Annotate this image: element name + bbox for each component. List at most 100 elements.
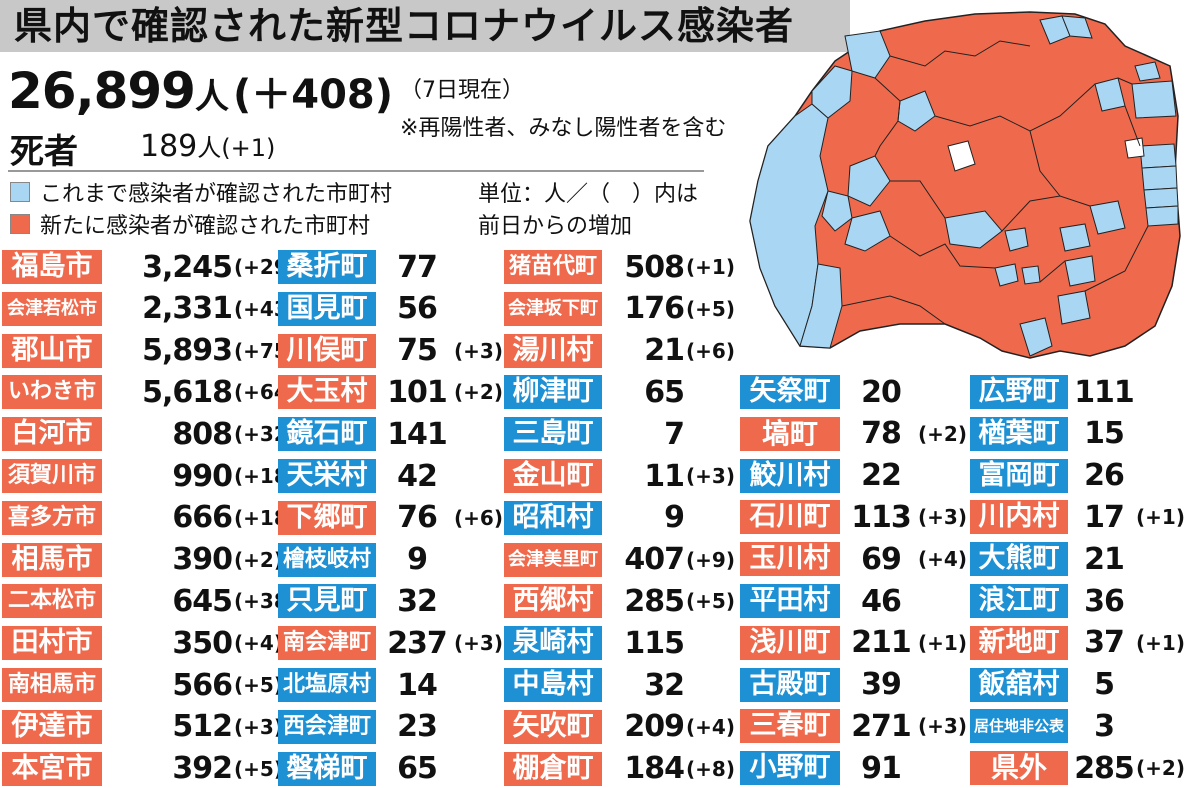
municipality-name: 本宮市 [2, 751, 102, 786]
case-diff: (+3) [454, 338, 503, 363]
case-count: 65 [644, 374, 685, 410]
case-diff: (+3) [918, 505, 967, 530]
municipality-row: 古殿町 39 [740, 666, 916, 704]
municipality-row: 相馬市 390 (+2) [2, 541, 283, 579]
map-region-namie [1131, 80, 1177, 119]
municipality-name: 古殿町 [740, 667, 840, 702]
case-count: 26 [1084, 458, 1125, 494]
unit-note-continued: 前日からの増加 [478, 214, 633, 239]
legend-divider [8, 170, 704, 172]
case-count: 508 [624, 249, 685, 285]
municipality-row: 富岡町 26 [970, 457, 1134, 495]
municipality-name: 須賀川市 [2, 459, 102, 493]
municipality-name: 三春町 [740, 709, 840, 744]
municipality-name: 田村市 [2, 626, 102, 661]
case-count: 46 [861, 583, 902, 619]
total-cases: 26,899人 (＋408) [8, 62, 393, 120]
municipality-name: 国見町 [278, 291, 376, 326]
municipality-name: 浪江町 [970, 584, 1068, 618]
municipality-name: 桑折町 [278, 250, 376, 284]
municipality-row: 国見町 56 [278, 290, 452, 328]
municipality-row: 中島村 32 [504, 666, 685, 704]
deaths-value: 189人(+1) [140, 128, 275, 164]
case-count: 32 [644, 667, 685, 703]
municipality-row: 石川町 113 (+3) [740, 498, 967, 536]
case-count: 113 [851, 499, 912, 535]
case-count: 512 [172, 709, 233, 745]
case-count: 285 [624, 583, 685, 619]
municipality-row: 桑折町 77 [278, 248, 452, 286]
municipality-row: 棚倉町 184 (+8) [504, 750, 735, 788]
municipality-row: 鏡石町 141 [278, 415, 452, 453]
map-region-samegawa [1057, 290, 1091, 325]
legend-label-blue: これまで感染者が確認された市町村 [40, 182, 393, 207]
case-diff: (+4) [686, 714, 735, 739]
municipality-name: 昭和村 [504, 500, 602, 535]
case-diff: (+8) [686, 756, 735, 781]
municipality-name: 檜枝岐村 [278, 542, 376, 577]
case-count: 69 [861, 541, 902, 577]
municipality-row: 二本松市 645 (+38) [2, 582, 297, 620]
map-region-naraha [1143, 187, 1179, 209]
legend-swatch-orange [10, 214, 30, 234]
legend-swatch-blue [10, 182, 30, 202]
municipality-row: 湯川村 21 (+6) [504, 332, 735, 370]
municipality-row: 浅川町 211 (+1) [740, 624, 967, 662]
municipality-row: いわき市 5,618 (+64) [2, 373, 297, 411]
municipality-row: 柳津町 65 [504, 373, 685, 411]
municipality-row: 平田村 46 [740, 582, 916, 620]
fukushima-map [749, 11, 1181, 359]
case-count: 666 [172, 500, 233, 536]
municipality-row: 居住地非公表 3 [970, 707, 1134, 745]
municipality-row: 泉崎村 115 [504, 624, 685, 662]
municipality-row: 金山町 11 (+3) [504, 457, 735, 495]
municipality-name: 富岡町 [970, 458, 1068, 493]
municipality-name: 大熊町 [970, 542, 1068, 577]
municipality-name: 会津若松市 [2, 291, 102, 326]
map-region-yamatsuri [1019, 317, 1053, 357]
municipality-name: 川俣町 [278, 333, 376, 368]
municipality-name: 西郷村 [504, 584, 602, 619]
municipality-row: 白河市 808 (+32) [2, 415, 297, 453]
municipality-name: 川内村 [970, 500, 1068, 535]
deaths-label: 死者 [10, 132, 78, 172]
municipality-row: 福島市 3,245 (+29) [2, 248, 297, 286]
legend-item-blue: これまで感染者が確認された市町村 [10, 176, 392, 208]
municipality-name: 磐梯町 [278, 751, 376, 786]
case-diff: (+1) [918, 630, 967, 655]
case-count: 56 [397, 291, 438, 327]
map-boundaries [841, 40, 1149, 325]
case-diff: (+5) [234, 673, 283, 697]
municipality-row: 只見町 32 [278, 582, 452, 620]
municipality-name: 喜多方市 [2, 500, 102, 535]
case-count: 237 [387, 625, 448, 661]
municipality-row: 飯舘村 5 [970, 666, 1134, 704]
case-diff: (+2) [234, 547, 283, 572]
case-count: 3,245 [142, 249, 233, 285]
map-region-kyojuchi [1134, 61, 1161, 82]
municipality-row: 矢吹町 209 (+4) [504, 708, 735, 746]
case-diff: (+4) [234, 631, 283, 656]
case-diff: (+4) [918, 547, 967, 572]
case-count: 285 [1074, 750, 1135, 786]
municipality-row: 磐梯町 65 [278, 750, 452, 788]
municipality-name: 南会津町 [278, 626, 376, 661]
case-count: 808 [172, 416, 233, 452]
total-count: 26,899 [8, 62, 196, 120]
case-count: 21 [644, 333, 685, 369]
municipality-row: 北塩原村 14 [278, 666, 452, 704]
deaths-count: 189 [140, 129, 198, 164]
map-region-kunimi [1061, 15, 1093, 39]
case-count: 78 [861, 416, 902, 452]
municipality-name: 湯川村 [504, 333, 602, 368]
map-region-okuma [1139, 143, 1177, 169]
map-region-showa [844, 210, 891, 252]
municipality-name: 伊達市 [2, 709, 102, 744]
case-diff: (+6) [686, 338, 735, 363]
case-count: 115 [624, 625, 685, 661]
case-diff: (+1) [1136, 630, 1185, 655]
municipality-name: 中島村 [504, 668, 602, 702]
case-count: 65 [397, 751, 438, 787]
case-count: 75 [397, 333, 438, 369]
municipality-row: 会津美里町 407 (+9) [504, 541, 735, 579]
